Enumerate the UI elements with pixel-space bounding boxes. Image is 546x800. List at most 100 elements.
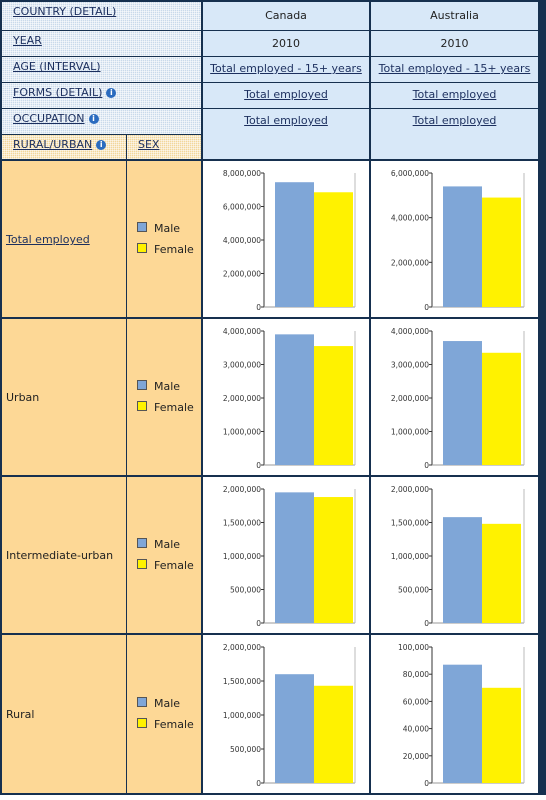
y-tick-label: 0	[424, 303, 429, 312]
col-australia-forms[interactable]: Total employed	[371, 83, 538, 108]
dim-year-label[interactable]: YEAR	[13, 34, 42, 47]
row-label-intermediate: Intermediate-urban	[2, 477, 126, 633]
bar-female[interactable]	[314, 497, 353, 623]
y-tick-label: 2,000,000	[391, 394, 429, 403]
dim-age[interactable]: AGE (INTERVAL)	[2, 57, 201, 82]
occupation-value[interactable]: Total employed	[244, 114, 328, 127]
y-tick-label: 0	[256, 619, 261, 628]
bar-male[interactable]	[443, 341, 482, 465]
info-icon[interactable]: i	[96, 140, 107, 150]
col-australia-occupation[interactable]: Total employed	[371, 109, 538, 159]
chart-svg: 0 2,000,000 4,000,000 6,000,000	[391, 169, 525, 312]
y-tick-label: 80,000	[403, 670, 429, 679]
y-tick-label: 4,000,000	[223, 236, 261, 245]
legend-label: Male	[154, 538, 181, 551]
y-tick-label: 1,000,000	[391, 552, 429, 561]
chart-australia-urban: 0 1,000,000 2,000,000 3,000,000 4,000,000	[371, 319, 538, 475]
dim-rural-urban-label[interactable]: RURAL/URBAN	[13, 138, 93, 151]
bar-male[interactable]	[443, 186, 482, 307]
y-tick-label: 1,500,000	[223, 519, 261, 528]
dim-sex[interactable]: SEX	[127, 135, 201, 159]
y-tick-label: 1,000,000	[223, 428, 261, 437]
bar-male[interactable]	[275, 334, 314, 465]
year-value: 2010	[440, 37, 469, 50]
col-australia-country: Australia	[371, 2, 538, 30]
chart-svg: 0 500,000 1,000,000 1,500,000 2,000,000	[223, 643, 356, 788]
info-icon[interactable]: i	[106, 88, 117, 98]
dim-rural-urban[interactable]: RURAL/URBAN i	[2, 135, 126, 159]
y-tick-label: 500,000	[398, 586, 429, 595]
age-value[interactable]: Total employed - 15+ years	[210, 62, 362, 75]
y-tick-label: 100,000	[398, 643, 429, 652]
legend-item-male: Male	[137, 538, 180, 551]
occupation-value[interactable]: Total employed	[412, 114, 497, 127]
dim-occupation-label[interactable]: OCCUPATION	[13, 112, 85, 125]
bar-female[interactable]	[482, 687, 521, 783]
bar-male[interactable]	[275, 182, 314, 307]
legend-item-female: Female	[137, 243, 194, 256]
col-australia-age[interactable]: Total employed - 15+ years	[371, 57, 538, 82]
dim-age-label[interactable]: AGE (INTERVAL)	[13, 60, 101, 73]
forms-value[interactable]: Total employed	[412, 88, 497, 101]
y-tick-label: 0	[424, 461, 429, 470]
col-canada-occupation[interactable]: Total employed	[203, 109, 369, 159]
bar-female[interactable]	[314, 685, 353, 783]
row-label-text: Urban	[6, 391, 40, 404]
legend-label: Male	[154, 222, 181, 235]
y-tick-label: 0	[256, 461, 261, 470]
chart-svg: 0 1,000,000 2,000,000 3,000,000 4,000,000	[223, 327, 356, 470]
legend-item-male: Male	[137, 222, 180, 235]
bar-female[interactable]	[482, 352, 521, 465]
col-canada-age[interactable]: Total employed - 15+ years	[203, 57, 369, 82]
dim-country[interactable]: COUNTRY (DETAIL)	[2, 2, 201, 30]
y-tick-label: 500,000	[230, 745, 261, 754]
info-icon[interactable]: i	[88, 114, 99, 124]
female-swatch	[137, 243, 147, 253]
row-label-text: Intermediate-urban	[6, 549, 114, 562]
col-canada-forms[interactable]: Total employed	[203, 83, 369, 108]
country-name: Australia	[430, 9, 479, 22]
legend-label: Female	[154, 718, 194, 731]
y-tick-label: 60,000	[403, 697, 429, 706]
y-tick-label: 6,000,000	[391, 169, 429, 178]
col-canada-year: 2010	[203, 31, 369, 56]
legend-label: Male	[154, 380, 181, 393]
y-tick-label: 8,000,000	[223, 169, 261, 178]
age-value[interactable]: Total employed - 15+ years	[378, 62, 531, 75]
legend: Male Female	[127, 635, 201, 793]
year-value: 2010	[272, 37, 300, 50]
bar-male[interactable]	[275, 674, 314, 783]
bar-female[interactable]	[482, 197, 521, 307]
bar-female[interactable]	[314, 192, 353, 307]
bar-male[interactable]	[443, 664, 482, 783]
row-label-text[interactable]: Total employed	[6, 233, 90, 246]
bar-male[interactable]	[275, 492, 314, 623]
bar-female[interactable]	[482, 523, 521, 623]
bar-male[interactable]	[443, 517, 482, 623]
col-canada-country: Canada	[203, 2, 369, 30]
legend-item-male: Male	[137, 380, 180, 393]
forms-value[interactable]: Total employed	[244, 88, 328, 101]
y-tick-label: 0	[256, 779, 261, 788]
y-tick-label: 1,500,000	[223, 677, 261, 686]
chart-svg: 0 1,000,000 2,000,000 3,000,000 4,000,000	[391, 327, 525, 470]
male-swatch	[137, 222, 147, 232]
dim-forms-label[interactable]: FORMS (DETAIL)	[13, 86, 103, 99]
y-tick-label: 500,000	[230, 586, 261, 595]
row-label-text: Rural	[6, 708, 35, 721]
y-tick-label: 2,000,000	[223, 394, 261, 403]
female-swatch	[137, 559, 147, 569]
chart-australia-rural: 0 20,000 40,000 60,000 80,000 100,000	[371, 635, 538, 793]
legend-item-female: Female	[137, 718, 194, 731]
dim-occupation[interactable]: OCCUPATION i	[2, 109, 201, 134]
dim-sex-label[interactable]: SEX	[138, 138, 160, 151]
y-tick-label: 1,000,000	[223, 552, 261, 561]
dim-forms[interactable]: FORMS (DETAIL) i	[2, 83, 201, 108]
dim-year[interactable]: YEAR	[2, 31, 201, 56]
y-tick-label: 2,000,000	[391, 258, 429, 267]
male-swatch	[137, 380, 147, 390]
dim-country-label[interactable]: COUNTRY (DETAIL)	[13, 5, 117, 18]
legend-item-male: Male	[137, 697, 180, 710]
bar-female[interactable]	[314, 346, 353, 465]
y-tick-label: 2,000,000	[391, 485, 429, 494]
